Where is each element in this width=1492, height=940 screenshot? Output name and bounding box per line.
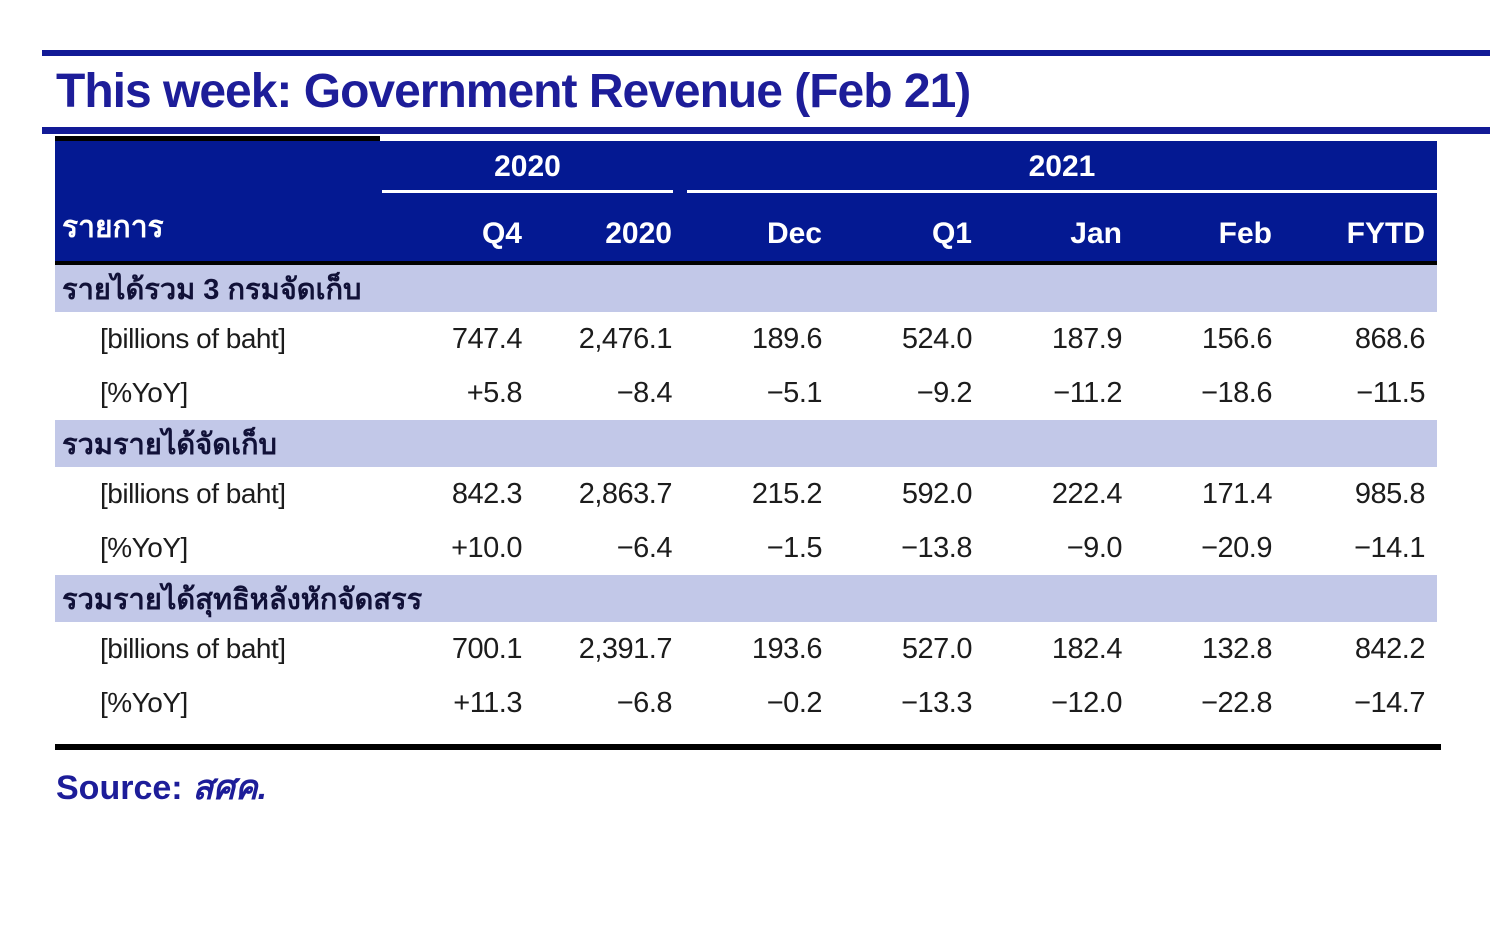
value-cell: +10.0 [451,531,522,564]
column-header-feb: Feb [1218,217,1272,250]
table-bottom-border [55,744,1441,750]
section-band-total-3-departments: รายได้รวม 3 กรมจัดเก็บ [55,265,1437,312]
value-cell: 985.8 [1354,477,1426,510]
section-band-total-collected: รวมรายได้จัดเก็บ [55,420,1437,467]
value-cell: −13.8 [901,531,972,564]
value-cell: −1.5 [766,531,823,564]
year-group-2021: 2021 [687,150,1437,193]
row-label: [billions of baht] [100,323,286,354]
value-cell: +11.3 [453,686,522,719]
column-header-fytd: FYTD [1346,217,1425,250]
value-cell: 842.2 [1354,632,1426,665]
value-cell: −18.6 [1201,376,1272,409]
value-cell: 132.8 [1201,632,1273,665]
year-group-2020-label: 2020 [494,150,561,183]
section-band-net-after-allocation: รวมรายได้สุทธิหลังหักจัดสรร [55,575,1437,622]
source-value: สศค. [192,769,268,807]
value-cell: −9.2 [916,376,973,409]
row-label: [billions of baht] [100,633,286,664]
value-cell: −20.9 [1201,531,1272,564]
value-cell: −6.4 [616,531,673,564]
table-row: [%YoY] +5.8 −8.4 −5.1 −9.2 −11.2 −18.6 −… [55,366,1437,420]
column-header-q1: Q1 [931,217,972,250]
value-cell: −6.8 [616,686,673,719]
value-cell: 215.2 [751,477,823,510]
value-cell: −11.5 [1356,376,1425,409]
table-row: [billions of baht] 842.3 2,863.7 215.2 5… [55,467,1437,521]
value-cell: −9.0 [1066,531,1123,564]
section-title: รวมรายได้สุทธิหลังหักจัดสรร [62,583,423,616]
value-cell: 156.6 [1201,322,1273,355]
page-title: This week: Government Revenue (Feb 21) [56,65,971,118]
column-header-row: รายการ Q4 2020 Dec Q1 Jan Feb FYTD [55,193,1437,261]
table-partial-top-border [55,136,380,141]
year-group-2020: 2020 [382,150,673,193]
value-cell: 2,476.1 [578,322,673,355]
title-top-rule [42,50,1490,56]
value-cell: 747.4 [451,322,523,355]
table-body: รายได้รวม 3 กรมจัดเก็บ [billions of baht… [55,265,1437,744]
revenue-table: 2020 2021 รายการ Q4 2020 Dec Q1 Jan Feb … [55,136,1441,750]
value-cell: −13.3 [901,686,972,719]
value-cell: −8.4 [616,376,673,409]
value-cell: +5.8 [466,376,523,409]
section-title: รายได้รวม 3 กรมจัดเก็บ [62,273,362,306]
value-cell: −0.2 [766,686,823,719]
column-header-jan: Jan [1070,217,1122,250]
value-cell: 842.3 [451,477,523,510]
table-row: [%YoY] +10.0 −6.4 −1.5 −13.8 −9.0 −20.9 … [55,521,1437,575]
value-cell: −5.1 [766,376,823,409]
column-header-2020: 2020 [605,217,672,250]
value-cell: 700.1 [451,632,523,665]
value-cell: 524.0 [901,322,973,355]
column-header-dec: Dec [766,217,822,250]
row-label: [%YoY] [100,532,188,563]
table-row: [billions of baht] 700.1 2,391.7 193.6 5… [55,622,1437,676]
document-page: This week: Government Revenue (Feb 21) 2… [0,50,1492,940]
value-cell: −14.7 [1354,686,1425,719]
value-cell: 189.6 [751,322,823,355]
value-cell: 592.0 [901,477,973,510]
title-underline-rule [42,127,1490,134]
column-header-q4: Q4 [481,217,522,250]
value-cell: 527.0 [901,632,973,665]
value-cell: 222.4 [1051,477,1123,510]
row-label: [%YoY] [100,687,188,718]
value-cell: 2,863.7 [578,477,673,510]
value-cell: 868.6 [1354,322,1426,355]
value-cell: −11.2 [1053,376,1122,409]
table-bottom-padding [55,730,1437,744]
year-group-row: 2020 2021 [55,141,1437,193]
value-cell: 171.4 [1201,477,1273,510]
value-cell: 2,391.7 [578,632,673,665]
section-title: รวมรายได้จัดเก็บ [62,428,277,461]
value-cell: 182.4 [1051,632,1123,665]
table-row: [%YoY] +11.3 −6.8 −0.2 −13.3 −12.0 −22.8… [55,676,1437,730]
source-line: Source: สศค. [56,760,1492,814]
value-cell: −12.0 [1051,686,1122,719]
value-cell: −22.8 [1201,686,1272,719]
row-label: [billions of baht] [100,478,286,509]
column-header-items: รายการ [62,211,164,244]
year-group-2021-label: 2021 [1028,150,1096,183]
source-label: Source: [56,769,183,807]
value-cell: −14.1 [1354,531,1425,564]
value-cell: 187.9 [1051,322,1123,355]
table-row: [billions of baht] 747.4 2,476.1 189.6 5… [55,312,1437,366]
row-label: [%YoY] [100,377,188,408]
table-header: 2020 2021 รายการ Q4 2020 Dec Q1 Jan Feb … [55,141,1437,265]
value-cell: 193.6 [751,632,823,665]
